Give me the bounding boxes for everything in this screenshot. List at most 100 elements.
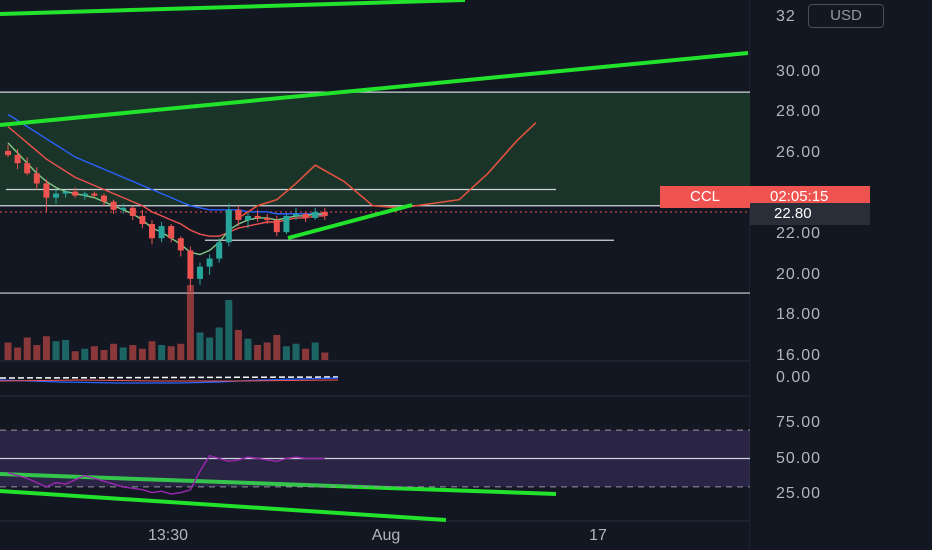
currency-label[interactable]: USD xyxy=(808,4,884,28)
candle-body xyxy=(81,193,88,196)
candle-body xyxy=(216,242,223,259)
volume-bar xyxy=(177,343,185,360)
volume-bar xyxy=(100,350,108,360)
target-zone xyxy=(0,92,750,206)
candle-body xyxy=(129,207,136,216)
candle-body xyxy=(62,191,69,194)
volume-bar xyxy=(129,345,137,360)
rsi-pane xyxy=(0,429,750,495)
volume-bar xyxy=(71,351,79,360)
volume-bar xyxy=(273,335,281,360)
volume-bar xyxy=(321,352,329,360)
volume-bar xyxy=(119,347,127,360)
macd-signal-line xyxy=(0,376,339,379)
candle-body xyxy=(235,209,242,220)
volume-bar xyxy=(33,345,41,360)
volume-bar xyxy=(110,343,118,360)
last-price-tag: 22.80 xyxy=(750,203,870,225)
bar-countdown: 02:05:15 xyxy=(750,186,870,208)
volume-bar xyxy=(81,348,89,360)
trendline-rsi-lower xyxy=(0,489,447,522)
time-label-17: 17 xyxy=(589,527,607,544)
rsi-axis-label-25: 25.00 xyxy=(776,485,822,502)
volume-bar xyxy=(90,346,98,360)
price-axis-label: 28.00 xyxy=(776,103,822,121)
macd-axis-label: 0.00 xyxy=(776,369,812,386)
price-axis-label: 16.00 xyxy=(776,346,822,364)
price-axis-partial: 32 xyxy=(776,8,796,25)
candle-body xyxy=(120,207,127,210)
ma-fast-line xyxy=(7,142,325,256)
volume-bar xyxy=(311,342,319,360)
volume-bar xyxy=(42,336,50,360)
candle-body xyxy=(24,163,31,174)
macd-histogram xyxy=(0,379,339,382)
candle-body xyxy=(72,191,79,196)
candle-body xyxy=(139,215,146,225)
volume-bar xyxy=(62,340,70,360)
ticker-tag: CCL xyxy=(660,186,750,208)
candle-body xyxy=(197,266,203,279)
volume-bar xyxy=(254,345,262,360)
grid xyxy=(0,0,750,550)
price-axis-label: 22.00 xyxy=(776,225,822,243)
trendline-top xyxy=(0,0,466,16)
candle-body xyxy=(5,150,11,156)
candles xyxy=(5,144,328,292)
candle-body xyxy=(53,193,59,198)
trendline-support xyxy=(287,203,413,240)
volume-bar xyxy=(215,327,223,360)
candle-body xyxy=(149,224,155,239)
candle-body xyxy=(302,213,309,218)
price-chart[interactable] xyxy=(0,0,750,550)
candle-body xyxy=(187,250,194,279)
candle-body xyxy=(321,211,328,216)
candle-body xyxy=(206,258,213,267)
volume-bar xyxy=(196,332,204,360)
candle-body xyxy=(33,173,40,184)
macd-line xyxy=(0,377,339,384)
trendlines xyxy=(0,0,749,522)
volume-bar xyxy=(292,343,300,360)
volume-bar xyxy=(167,346,175,360)
volume-bar xyxy=(4,342,12,360)
trendline-upper-channel xyxy=(0,51,749,127)
candle-body xyxy=(168,226,175,239)
volume-bar xyxy=(186,285,194,360)
candle-body xyxy=(245,215,251,220)
time-label-aug: Aug xyxy=(371,527,401,544)
volume-bar xyxy=(23,337,31,360)
candle-body xyxy=(14,155,21,164)
volume-bar xyxy=(158,345,166,360)
price-axis[interactable]: USD 32 30.0028.0026.0024.0022.0020.0018.… xyxy=(660,0,932,550)
ma-slow-line xyxy=(7,113,325,217)
volume-bars xyxy=(4,285,329,360)
candle-body xyxy=(273,219,280,233)
volume-bar xyxy=(148,341,156,360)
volume-bar xyxy=(302,348,310,360)
time-label-1330: 13:30 xyxy=(147,527,189,544)
moving-averages xyxy=(7,113,325,256)
rsi-axis-label-75: 75.00 xyxy=(776,414,822,431)
price-axis-label: 20.00 xyxy=(776,265,822,283)
candle-body xyxy=(283,215,290,233)
candle-body xyxy=(110,201,117,210)
macd-pane xyxy=(0,376,339,384)
price-axis-label: 26.00 xyxy=(776,143,822,161)
candle-body xyxy=(225,209,232,243)
volume-bar xyxy=(263,342,271,360)
candle-body xyxy=(91,193,98,196)
volume-bar xyxy=(138,348,146,360)
candle-body xyxy=(312,211,319,218)
volume-bar xyxy=(234,330,242,360)
price-axis-label: 18.00 xyxy=(776,306,822,324)
ma-mid-line xyxy=(7,126,325,237)
candle-body xyxy=(158,226,165,239)
candle-body xyxy=(264,217,271,220)
candle-body xyxy=(177,238,184,251)
volume-bar xyxy=(14,347,22,360)
volume-bar xyxy=(52,341,60,360)
candle-body xyxy=(101,195,107,202)
rsi-axis-label-50: 50.00 xyxy=(776,450,822,467)
forecast-path xyxy=(237,121,537,219)
